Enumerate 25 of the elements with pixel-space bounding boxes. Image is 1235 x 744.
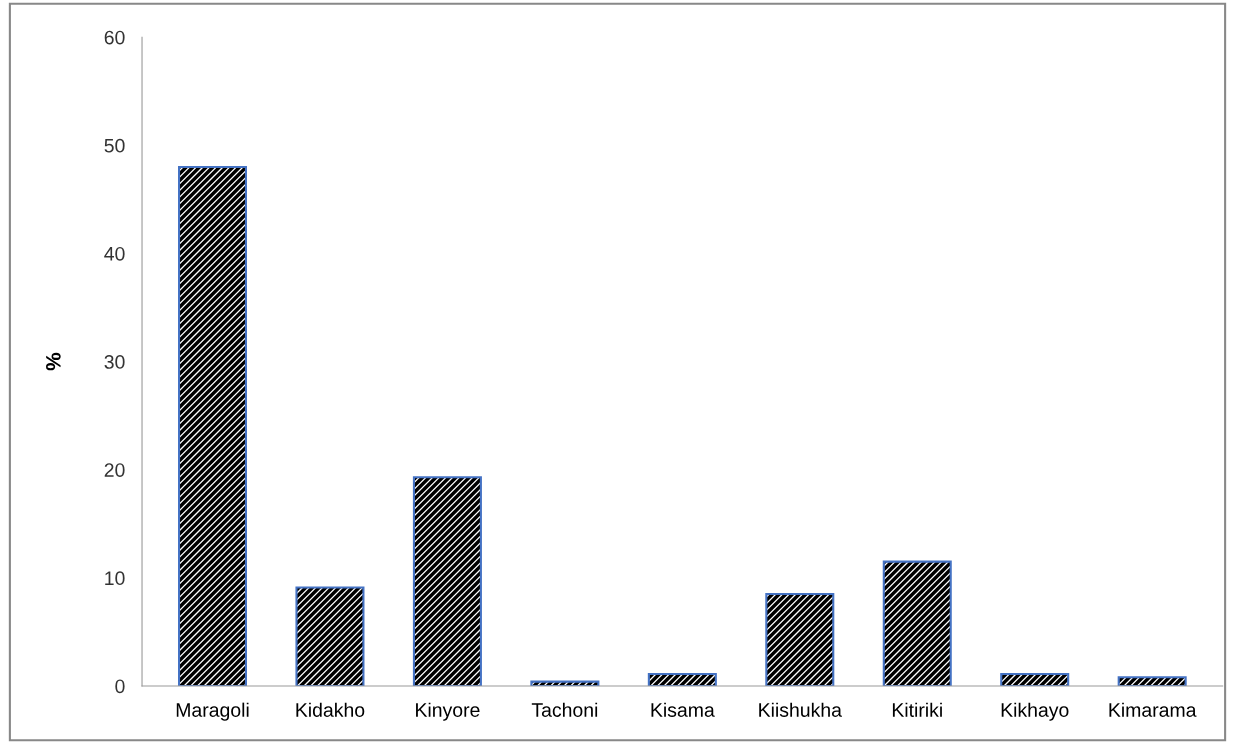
y-tick-label: 30 bbox=[104, 355, 125, 369]
x-tick-label: Kidakho bbox=[296, 702, 365, 717]
y-tick-label: 40 bbox=[104, 246, 125, 261]
y-tick-label: 20 bbox=[104, 463, 125, 477]
bar bbox=[647, 673, 717, 686]
bar bbox=[412, 476, 482, 686]
bar bbox=[1117, 676, 1187, 686]
y-tick-label: 0 bbox=[115, 679, 125, 694]
x-tick-label: Kisama bbox=[651, 702, 715, 717]
bar bbox=[177, 165, 248, 686]
x-tick-label: Tachoni bbox=[531, 702, 598, 717]
x-tick-label: Kimarama bbox=[1109, 702, 1197, 717]
y-tick-label: 50 bbox=[104, 138, 125, 153]
bar bbox=[765, 593, 835, 686]
x-tick-label: Kiishukha bbox=[759, 702, 842, 717]
x-tick-label: Kikhayo bbox=[1001, 702, 1069, 721]
bar bbox=[1000, 673, 1070, 686]
x-tick-label: Kinyore bbox=[416, 702, 480, 721]
y-axis-title: % bbox=[46, 352, 61, 371]
bar bbox=[882, 560, 952, 686]
bar bbox=[295, 586, 365, 686]
x-tick-label: Kitiriki bbox=[892, 702, 942, 717]
x-tick-label: Maragoli bbox=[176, 702, 249, 721]
y-tick-label: 60 bbox=[104, 30, 125, 45]
y-tick-label: 10 bbox=[105, 571, 125, 586]
